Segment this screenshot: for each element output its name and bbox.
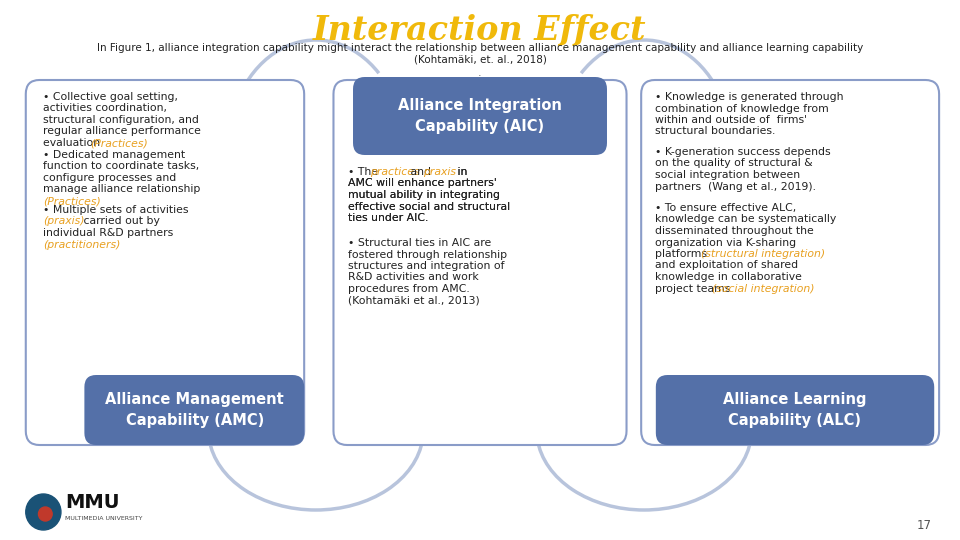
Text: configure processes and: configure processes and — [43, 173, 177, 183]
Text: Alliance Learning
Capability (ALC): Alliance Learning Capability (ALC) — [723, 392, 866, 428]
Text: structural boundaries.: structural boundaries. — [655, 126, 776, 137]
Text: MMU: MMU — [65, 492, 119, 511]
Text: ties under AIC.: ties under AIC. — [348, 213, 428, 223]
Text: ties under AIC.: ties under AIC. — [348, 213, 428, 223]
Text: (Practices): (Practices) — [43, 196, 101, 206]
Text: knowledge can be systematically: knowledge can be systematically — [655, 214, 836, 225]
Text: function to coordinate tasks,: function to coordinate tasks, — [43, 161, 200, 172]
Text: (Kohtamäki, et. al., 2018): (Kohtamäki, et. al., 2018) — [414, 54, 546, 64]
Text: and exploitation of shared: and exploitation of shared — [655, 260, 798, 271]
Text: and: and — [407, 167, 434, 177]
Text: • K-generation success depends: • K-generation success depends — [655, 147, 830, 157]
Text: manage alliance relationship: manage alliance relationship — [43, 185, 201, 194]
Text: (Kohtamäki et al., 2013): (Kohtamäki et al., 2013) — [348, 295, 480, 306]
Text: • Structural ties in AIC are: • Structural ties in AIC are — [348, 238, 492, 248]
Text: carried out by: carried out by — [81, 217, 160, 226]
Text: in: in — [454, 167, 467, 177]
Text: individual R&D partners: individual R&D partners — [43, 228, 174, 238]
Text: organization via K-sharing: organization via K-sharing — [655, 238, 796, 247]
Text: evaluation: evaluation — [43, 138, 104, 148]
Text: procedures from AMC.: procedures from AMC. — [348, 284, 469, 294]
Text: 17: 17 — [916, 519, 931, 532]
FancyBboxPatch shape — [656, 375, 934, 445]
Text: • Dedicated management: • Dedicated management — [43, 150, 185, 160]
FancyBboxPatch shape — [641, 80, 939, 445]
Text: on the quality of structural &: on the quality of structural & — [655, 159, 812, 168]
Text: .: . — [478, 68, 482, 78]
Text: knowledge in collaborative: knowledge in collaborative — [655, 272, 802, 282]
Text: combination of knowledge from: combination of knowledge from — [655, 104, 828, 113]
FancyBboxPatch shape — [333, 80, 627, 445]
FancyBboxPatch shape — [353, 77, 607, 155]
Text: (Practices): (Practices) — [90, 138, 148, 148]
Text: effective social and structural: effective social and structural — [348, 201, 511, 212]
Circle shape — [38, 507, 52, 521]
Text: MULTIMEDIA UNIVERSITY: MULTIMEDIA UNIVERSITY — [65, 516, 142, 521]
Text: (practitioners): (practitioners) — [43, 240, 121, 249]
Text: Alliance Integration
Capability (AIC): Alliance Integration Capability (AIC) — [398, 98, 562, 134]
Text: within and outside of  firms': within and outside of firms' — [655, 115, 806, 125]
Text: (praxis): (praxis) — [43, 217, 84, 226]
Circle shape — [26, 494, 60, 530]
Text: Alliance Management
Capability (AMC): Alliance Management Capability (AMC) — [106, 392, 284, 428]
Text: platforms: platforms — [655, 249, 710, 259]
Text: (social integration): (social integration) — [711, 284, 814, 294]
Text: AMC will enhance partners': AMC will enhance partners' — [348, 179, 497, 188]
Text: In Figure 1, alliance integration capability might interact the relationship bet: In Figure 1, alliance integration capabi… — [97, 43, 863, 53]
Text: mutual ability in integrating: mutual ability in integrating — [348, 190, 500, 200]
Text: disseminated throughout the: disseminated throughout the — [655, 226, 814, 236]
Text: activities coordination,: activities coordination, — [43, 104, 167, 113]
Text: social integration between: social integration between — [655, 170, 800, 180]
Text: mutual ability in integrating: mutual ability in integrating — [348, 190, 500, 200]
Text: praxis: praxis — [423, 167, 456, 177]
Text: R&D activities and work: R&D activities and work — [348, 273, 479, 282]
Text: structural configuration, and: structural configuration, and — [43, 115, 200, 125]
Text: • To ensure effective ALC,: • To ensure effective ALC, — [655, 203, 796, 213]
FancyBboxPatch shape — [26, 80, 304, 445]
Text: • The: • The — [348, 167, 382, 177]
Text: (structural integration): (structural integration) — [701, 249, 825, 259]
Text: effective social and structural: effective social and structural — [348, 201, 511, 212]
FancyBboxPatch shape — [84, 375, 304, 445]
Text: fostered through relationship: fostered through relationship — [348, 249, 507, 260]
Text: in: in — [454, 167, 467, 177]
Text: Interaction Effect: Interaction Effect — [313, 13, 647, 46]
Text: project teams: project teams — [655, 284, 733, 294]
Text: • Knowledge is generated through: • Knowledge is generated through — [655, 92, 843, 102]
Text: • Collective goal setting,: • Collective goal setting, — [43, 92, 179, 102]
Text: regular alliance performance: regular alliance performance — [43, 126, 202, 137]
Text: • Multiple sets of activities: • Multiple sets of activities — [43, 205, 189, 215]
Text: AMC will enhance partners': AMC will enhance partners' — [348, 179, 497, 188]
Text: partners  (Wang et al., 2019).: partners (Wang et al., 2019). — [655, 181, 816, 192]
Text: practices: practices — [370, 167, 420, 177]
Text: structures and integration of: structures and integration of — [348, 261, 505, 271]
